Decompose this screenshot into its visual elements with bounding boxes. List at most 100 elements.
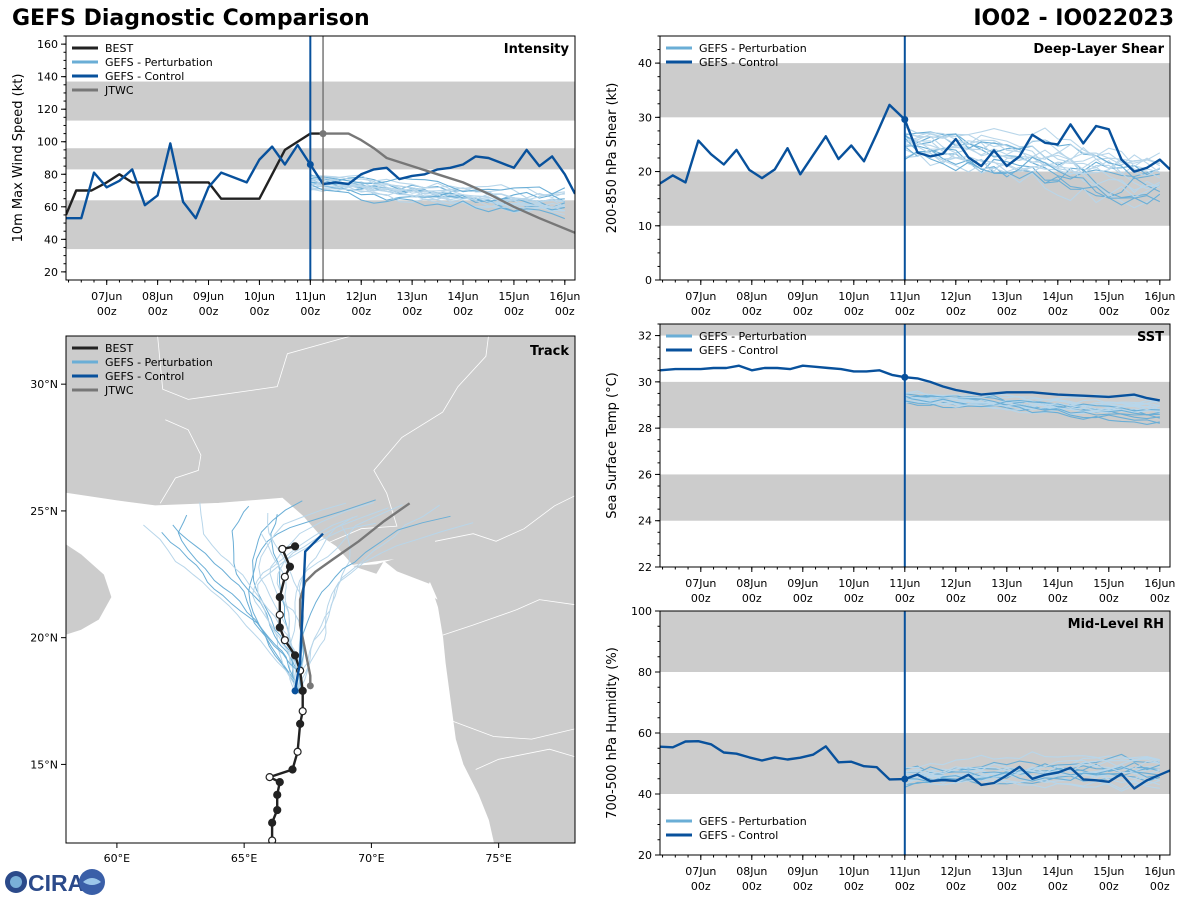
intensity-best-line: [66, 132, 323, 216]
shear-perturbation-line: [904, 145, 1161, 205]
track-map-area: [66, 336, 575, 843]
perturbation-track: [298, 515, 451, 690]
panel-track: 60°E 65°E 70°E 75°E 15°N 20°N 25°N 30°N Track BES…: [30, 335, 576, 865]
rh-xtick-hour: 00z: [742, 880, 762, 893]
shear-perturbation-line: [904, 131, 1161, 179]
shear-ytick-label: 40: [638, 57, 652, 70]
jtwc-track-start: [306, 682, 314, 690]
sst-ylabel: Sea Surface Temp (°C): [605, 372, 620, 519]
intensity-jtwc-line: [323, 132, 575, 234]
best-track-point: [275, 778, 284, 787]
track-legend-label: BEST: [105, 342, 133, 355]
sst-xtick-day: 12Jun: [940, 577, 971, 590]
sst-xtick-day: 08Jun: [736, 577, 767, 590]
shear-ytick-label: 0: [645, 274, 652, 287]
rh-xtick-day: 16Jun: [1144, 865, 1175, 878]
shear-ytick-label: 20: [638, 166, 652, 179]
shear-xtick-day: 11Jun: [889, 290, 920, 303]
rh-legend-label: GEFS - Perturbation: [699, 815, 807, 828]
intensity-ytick-label: 40: [44, 233, 58, 246]
sst-xtick-day: 07Jun: [685, 577, 716, 590]
sst-perturbation-line: [904, 395, 1160, 419]
panel-shear: 0 10 20 30 40 07Jun 00z 08Jun 00z 09Jun 00z 10Jun 00…: [605, 35, 1175, 318]
intensity-xtick-day: 10Jun: [244, 290, 275, 303]
best-track-point: [268, 836, 277, 843]
rh-band-0: [660, 733, 1170, 794]
track-ytick-label: 20°N: [30, 632, 58, 645]
intensity-legend-label: GEFS - Control: [105, 70, 184, 83]
intensity-xtick-day: 13Jun: [397, 290, 428, 303]
intensity-xtick-day: 12Jun: [346, 290, 377, 303]
intensity-ytick-label: 120: [37, 103, 58, 116]
best-track-point: [275, 610, 284, 619]
rh-ytick-label: 80: [638, 666, 652, 679]
sst-perturbation-line: [904, 397, 1160, 411]
shear-xtick-hour: 00z: [1150, 305, 1170, 318]
best-track-point: [275, 623, 284, 632]
panel-sst: 22 24 26 28 30 32 07Jun 00z 08Jun 00z 09Jun 00z 10Ju…: [605, 323, 1175, 605]
track-legend-label: GEFS - Control: [105, 370, 184, 383]
sst-xtick-hour: 00z: [793, 592, 813, 605]
best-track-point: [298, 686, 307, 696]
intensity-xtick-day: 09Jun: [193, 290, 224, 303]
best-track-point: [268, 818, 277, 827]
intensity-legend-label: BEST: [105, 42, 133, 55]
border-line: [434, 495, 575, 542]
sst-xtick-day: 13Jun: [991, 577, 1022, 590]
shear-perturbation-line: [904, 152, 1161, 204]
shear-xtick-hour: 00z: [691, 305, 711, 318]
rh-perturbation-line: [904, 757, 1160, 775]
shear-title: Deep-Layer Shear: [1033, 42, 1164, 57]
shear-legend-label: GEFS - Perturbation: [699, 42, 807, 55]
intensity-xtick-hour: 00z: [250, 305, 270, 318]
rh-perturbation-line: [904, 763, 1160, 786]
intensity-xtick-day: 11Jun: [295, 290, 326, 303]
rh-xtick-day: 14Jun: [1042, 865, 1073, 878]
sst-frame: [659, 323, 1171, 568]
gulf-of-khambhat: [424, 581, 438, 600]
track-ytick-label: 15°N: [30, 758, 58, 771]
intensity-xtick-hour: 00z: [504, 305, 524, 318]
rh-legend-label: GEFS - Control: [699, 829, 778, 842]
best-track-point: [278, 544, 287, 554]
sst-xtick-hour: 00z: [946, 592, 966, 605]
border-line: [475, 748, 575, 770]
sst-plot-area: [660, 324, 1170, 521]
sst-legend-label: GEFS - Perturbation: [699, 330, 807, 343]
best-track-point: [290, 542, 300, 551]
rh-xtick-hour: 00z: [946, 880, 966, 893]
sst-xtick-hour: 00z: [742, 592, 762, 605]
best-track-point: [285, 562, 295, 571]
jtwc-track: [298, 502, 411, 686]
best-track-point: [280, 636, 289, 645]
best-track-point: [290, 651, 300, 660]
intensity-xtick-day: 15Jun: [498, 290, 529, 303]
track-xtick-label: 75°E: [485, 852, 511, 865]
rh-xtick-hour: 00z: [691, 880, 711, 893]
border-line: [159, 419, 202, 504]
rh-xtick-day: 10Jun: [838, 865, 869, 878]
border-line: [325, 336, 489, 545]
intensity-ylabel: 10m Max Wind Speed (kt): [11, 74, 26, 243]
intensity-ytick-label: 60: [44, 201, 58, 214]
storm-id: IO02 - IO022023: [973, 6, 1174, 31]
rh-xtick-hour: 00z: [1150, 880, 1170, 893]
sst-ytick-label: 28: [638, 422, 652, 435]
shear-legend-label: GEFS - Control: [699, 56, 778, 69]
border-line: [157, 336, 352, 400]
sst-gefs-control-line: [660, 364, 1161, 402]
perturbation-track: [276, 507, 389, 692]
sst-xtick-day: 15Jun: [1093, 577, 1124, 590]
intensity-xtick-hour: 00z: [453, 305, 473, 318]
intensity-legend-label: JTWC: [104, 84, 134, 97]
intensity-perturbation-line: [310, 188, 565, 205]
shear-xtick-day: 12Jun: [940, 290, 971, 303]
figure-title: GEFS Diagnostic Comparison: [12, 6, 370, 31]
intensity-legend-label: GEFS - Perturbation: [105, 56, 213, 69]
best-track-point: [288, 765, 297, 774]
shear-perturbation-line: [904, 133, 1161, 177]
sst-xtick-day: 09Jun: [787, 577, 818, 590]
intensity-xtick-day: 14Jun: [447, 290, 478, 303]
intensity-perturbation-line: [310, 179, 565, 209]
rh-band-1: [660, 611, 1170, 672]
